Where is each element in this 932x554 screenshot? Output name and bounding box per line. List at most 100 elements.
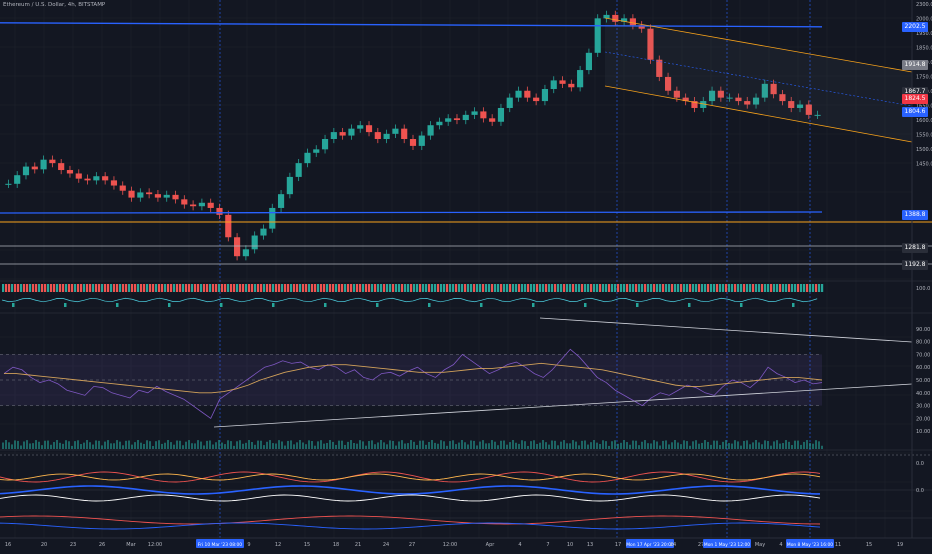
- histogram-bar: [125, 440, 127, 449]
- volume-bar: [740, 284, 743, 292]
- histogram-bar: [239, 440, 241, 449]
- volume-bar: [806, 284, 809, 292]
- rsi-ma-line: [4, 362, 823, 394]
- histogram-bar: [416, 445, 418, 449]
- volume-bar: [56, 284, 59, 292]
- candle-body: [735, 97, 742, 102]
- histogram-bar: [746, 440, 748, 449]
- volume-bar: [422, 284, 425, 292]
- histogram-bar: [50, 444, 52, 449]
- volume-bar: [371, 284, 374, 292]
- volume-bar: [302, 284, 305, 292]
- histogram-bar: [293, 444, 295, 449]
- volume-bar: [266, 284, 269, 292]
- volume-bar: [707, 284, 710, 292]
- histogram-bar: [677, 442, 679, 449]
- histogram-bar: [641, 441, 643, 449]
- volume-bar: [311, 284, 314, 292]
- histogram-bar: [302, 442, 304, 449]
- volume-bar: [398, 284, 401, 292]
- histogram-bar: [119, 441, 121, 449]
- volume-bar: [83, 284, 86, 292]
- volume-bar: [308, 284, 311, 292]
- candle-body: [682, 97, 689, 102]
- histogram-bar: [182, 445, 184, 449]
- histogram-bar: [350, 440, 352, 449]
- volume-bar: [485, 284, 488, 292]
- candle-body: [401, 128, 408, 139]
- histogram-bar: [404, 443, 406, 449]
- volume-bar: [425, 284, 428, 292]
- histogram-bar: [515, 442, 517, 449]
- rsi-tick-label: 10.00: [916, 429, 930, 435]
- histogram-bar: [659, 445, 661, 449]
- histogram-bar: [389, 440, 391, 449]
- histogram-bar: [215, 442, 217, 449]
- volume-bar: [26, 284, 29, 292]
- symbol-title[interactable]: Ethereum / U.S. Dollar, 4h, BITSTAMP: [3, 2, 106, 8]
- histogram-bar: [809, 442, 811, 449]
- volume-bar: [530, 284, 533, 292]
- histogram-bar: [731, 443, 733, 449]
- candle-body: [779, 94, 786, 102]
- histogram-bar: [251, 441, 253, 449]
- histogram-bar: [734, 440, 736, 449]
- candle-body: [594, 18, 601, 53]
- histogram-bar: [374, 444, 376, 449]
- volume-bar: [812, 284, 815, 292]
- histogram-bar: [788, 441, 790, 449]
- time-tick-label: Mon 17 Apr '23 20:00: [626, 542, 674, 548]
- candle-body: [207, 202, 214, 208]
- volume-bar: [512, 284, 515, 292]
- histogram-bar: [644, 440, 646, 449]
- rsi-trendline-down: [539, 317, 913, 343]
- candle-body: [260, 228, 267, 236]
- volume-bar: [362, 284, 365, 292]
- volume-bar: [728, 284, 731, 292]
- time-tick-label: May: [755, 542, 765, 548]
- volume-bar: [608, 284, 611, 292]
- volume-bar: [698, 284, 701, 292]
- volume-bar: [515, 284, 518, 292]
- volume-bar: [563, 284, 566, 292]
- price-tick-label: 2000.0: [916, 17, 932, 23]
- candle-body: [357, 125, 364, 129]
- oscillator-line: [0, 471, 821, 483]
- histogram-bar: [590, 442, 592, 449]
- candle-body: [330, 132, 337, 139]
- histogram-bar: [806, 440, 808, 449]
- candle-body: [365, 125, 373, 133]
- macd-tick-label: 0.0: [916, 461, 924, 467]
- volume-bar: [128, 284, 131, 292]
- time-tick-label: 4: [779, 542, 782, 548]
- volume-bar: [383, 284, 386, 292]
- volume-bar: [491, 284, 494, 292]
- volume-bar: [68, 284, 71, 292]
- volume-bar: [374, 284, 377, 292]
- volume-bar: [410, 284, 413, 292]
- volume-bar: [38, 284, 41, 292]
- volume-bar: [284, 284, 287, 292]
- histogram-bar: [563, 440, 565, 449]
- histogram-bar: [608, 445, 610, 449]
- volume-bar: [224, 284, 227, 292]
- histogram-bar: [377, 442, 379, 449]
- signal-marker: [272, 303, 275, 307]
- candle-body: [102, 176, 109, 181]
- volume-bar: [701, 284, 704, 292]
- volume-bar: [602, 284, 605, 292]
- histogram-bar: [5, 440, 7, 449]
- histogram-bar: [332, 441, 334, 449]
- histogram-bar: [110, 443, 112, 449]
- volume-bar: [803, 284, 806, 292]
- volume-bar: [344, 284, 347, 292]
- signal-marker: [532, 303, 535, 307]
- volume-bar: [194, 284, 197, 292]
- candle-body: [392, 128, 399, 134]
- candle-body: [163, 194, 170, 198]
- histogram-bar: [749, 444, 751, 449]
- volume-bar: [434, 284, 437, 292]
- histogram-bar: [53, 442, 55, 449]
